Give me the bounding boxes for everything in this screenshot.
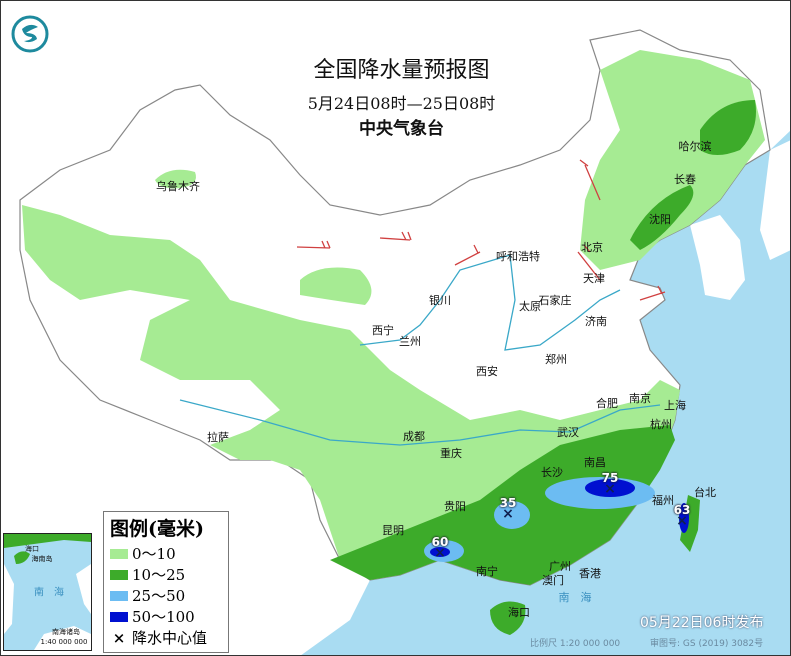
city-label: 香港 — [579, 567, 601, 580]
yellow-river — [359, 254, 621, 351]
sea-label: 南 海 — [558, 591, 592, 604]
legend-item: × 降水中心值 — [110, 627, 228, 648]
city-label: 杭州 — [650, 418, 672, 431]
forecast-period: 5月24日08时—25日08时 — [307, 94, 496, 113]
legend-swatch — [110, 569, 128, 580]
rain-10-25-ne2 — [630, 185, 694, 250]
city-label: 澳门 — [542, 574, 564, 587]
issuing-agency: 中央气象台 — [359, 119, 444, 139]
city-label: 重庆 — [440, 447, 462, 460]
rain-10-25-hainan — [490, 601, 526, 635]
rain-10-25-taiwan — [680, 495, 700, 552]
city-label: 西安 — [476, 365, 498, 378]
city-label: 济南 — [585, 315, 607, 328]
inset-map — [4, 534, 91, 650]
city-label: 兰州 — [399, 335, 421, 348]
legend-label: 10～25 — [132, 566, 186, 584]
city-label: 北京 — [581, 241, 603, 254]
rain-0-10-qinghai — [300, 267, 372, 305]
rain-50-100-jiangxi — [585, 479, 635, 497]
city-label: 福州 — [652, 494, 674, 507]
rain-10-25-ne1 — [700, 100, 756, 155]
inset-scale-label: 1:40 000 000 — [40, 638, 88, 646]
legend: 图例(毫米) 0～10 10～25 25～50 50～100 × 降水中心值 — [103, 511, 229, 653]
legend-label: 50～100 — [132, 608, 195, 626]
city-label: 南宁 — [476, 565, 498, 578]
city-label: 上海 — [664, 399, 686, 412]
map-scale: 比例尺 1:20 000 000 — [530, 639, 621, 649]
yangtze-river — [179, 399, 661, 446]
legend-label: 25～50 — [132, 587, 186, 605]
legend-item: 50～100 — [110, 606, 228, 627]
city-label: 天津 — [583, 272, 605, 285]
city-label: 哈尔滨 — [678, 140, 712, 153]
legend-swatch — [110, 611, 128, 622]
wind-barbs — [296, 159, 666, 301]
city-label: 长春 — [674, 173, 696, 186]
south-china-sea-inset: 海口 海南岛 南 海 南海诸岛 1:40 000 000 — [3, 533, 92, 651]
city-label: 银川 — [429, 294, 451, 307]
inset-haikou-label: 海口 — [25, 545, 39, 553]
city-label: 武汉 — [557, 426, 579, 439]
city-label: 成都 — [403, 430, 425, 443]
city-label: 石家庄 — [538, 294, 572, 307]
city-label: 郑州 — [545, 353, 567, 366]
rain-50-100-taiwan — [679, 503, 689, 533]
city-label: 长沙 — [541, 466, 563, 479]
city-label: 呼和浩特 — [496, 250, 540, 263]
rain-center-value: 60 — [431, 535, 449, 549]
city-label: 南昌 — [584, 456, 606, 469]
city-label: 广州 — [549, 560, 571, 573]
rain-center-mark-icon: × — [676, 513, 688, 529]
cma-dragon-logo-icon — [11, 15, 49, 53]
legend-item: 10～25 — [110, 564, 228, 585]
rain-center-mark-icon: × — [502, 506, 514, 522]
map-title: 全国降水量预报图 — [313, 58, 490, 83]
city-label: 西宁 — [372, 324, 394, 337]
city-label: 海口 — [508, 606, 530, 619]
rain-center-mark-icon: × — [604, 481, 616, 497]
legend-label: 降水中心值 — [132, 629, 208, 647]
rain-0-10-urumqi — [155, 169, 196, 189]
issue-time: 05月22日06时发布 — [640, 615, 764, 631]
inset-hainan-label: 海南岛 — [31, 555, 53, 563]
legend-item: 0～10 — [110, 543, 228, 564]
japan — [760, 140, 791, 260]
korea — [690, 215, 745, 300]
rain-50-100-yunnan — [430, 547, 450, 557]
city-label: 乌鲁木齐 — [156, 180, 200, 193]
city-label: 拉萨 — [207, 431, 229, 444]
city-label: 贵阳 — [444, 500, 466, 513]
rain-center-value: 63 — [673, 503, 691, 517]
city-label: 太原 — [519, 300, 541, 313]
legend-item: 25～50 — [110, 585, 228, 606]
legend-swatch — [110, 590, 128, 601]
legend-swatch — [110, 548, 128, 559]
city-label: 南京 — [629, 392, 651, 405]
inset-sea-label: 南 海 — [34, 587, 64, 599]
city-label: 昆明 — [382, 524, 404, 537]
rain-center-value: 35 — [499, 496, 517, 510]
map-review-number: 审图号: GS (2019) 3082号 — [650, 639, 764, 649]
legend-label: 0～10 — [132, 545, 176, 563]
rain-0-10-north — [580, 50, 765, 270]
china-outline — [19, 29, 771, 586]
legend-title: 图例(毫米) — [110, 518, 204, 540]
city-label: 合肥 — [596, 397, 618, 410]
city-label: 沈阳 — [649, 213, 671, 226]
rain-center-value: 75 — [601, 471, 619, 485]
center-mark-icon: × — [112, 628, 126, 647]
rain-center-mark-icon: × — [434, 545, 446, 561]
city-label: 台北 — [694, 486, 716, 499]
rain-25-50-guizhou — [494, 501, 530, 529]
inset-islands-label: 南海诸岛 — [52, 628, 80, 636]
